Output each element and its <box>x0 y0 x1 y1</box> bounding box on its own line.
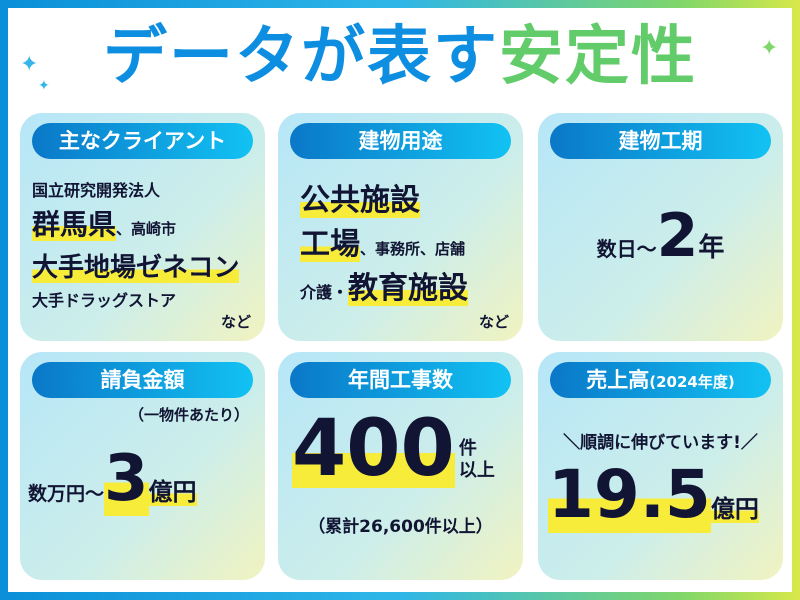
tagline: 順調に伸びています! <box>580 433 741 453</box>
card-contract-amount: 請負金額 （一物件あたり） 数万円〜3億円 <box>20 352 265 580</box>
suffix: など <box>220 313 251 331</box>
card-duration: 建物工期 数日〜2年 <box>538 113 783 341</box>
card-clients: 主なクライアント 国立研究開発法人 群馬県、高崎市 大手地場ゼネコン 大手ドラッ… <box>20 113 265 341</box>
card-header: 主なクライアント <box>32 123 253 159</box>
use-line: 公共施設 <box>300 183 420 218</box>
client-line: 国立研究開発法人 <box>32 181 161 200</box>
card-annual-projects: 年間工事数 400 件以上 （累計26,600件以上） <box>278 352 523 580</box>
prefix: 数日〜 <box>596 237 657 261</box>
unit: 億円 <box>710 495 759 523</box>
value: 400 <box>292 404 455 494</box>
unit: 年 <box>698 233 725 263</box>
value: 2 <box>656 201 699 271</box>
page-title: データが表す安定性 <box>0 14 800 100</box>
unit: 件 <box>458 438 477 459</box>
suffix: など <box>478 313 509 331</box>
sparkle-icon: ✦ <box>38 78 50 94</box>
value: 19.5 <box>548 456 711 533</box>
unit: 以上 <box>458 460 495 481</box>
client-line: 大手地場ゼネコン <box>32 253 240 283</box>
use-line: 、事務所、店舗 <box>360 240 466 258</box>
header-text: 売上高 <box>586 368 650 392</box>
card-header: 請負金額 <box>32 362 253 398</box>
card-header: 建物工期 <box>550 123 771 159</box>
value: 3 <box>104 442 149 516</box>
use-line: 教育施設 <box>348 271 469 306</box>
use-line: 介護・ <box>300 283 349 302</box>
title-part2: が表す <box>301 20 499 94</box>
client-line: 群馬県 <box>32 208 117 241</box>
title-part1: データ <box>103 20 301 94</box>
note: （累計26,600件以上） <box>308 517 493 537</box>
header-sub: (2024年度) <box>649 373 735 391</box>
card-header: 建物用途 <box>290 123 511 159</box>
sparkle-icon: ✦ <box>760 36 779 61</box>
card-building-use: 建物用途 公共施設 工場、事務所、店舗 介護・教育施設 など <box>278 113 523 341</box>
client-line: 、高崎市 <box>116 220 177 238</box>
sparkle-icon: ✦ <box>20 52 39 77</box>
card-header: 年間工事数 <box>290 362 511 398</box>
title-part3: 安定性 <box>499 20 697 94</box>
prefix: 数万円〜 <box>28 483 105 505</box>
unit: 億円 <box>148 478 197 506</box>
use-line: 工場 <box>300 227 360 262</box>
client-line: 大手ドラッグストア <box>32 291 177 310</box>
card-header: 売上高(2024年度) <box>550 362 771 398</box>
note: （一物件あたり） <box>128 406 249 424</box>
card-sales: 売上高(2024年度) ＼順調に伸びています!／ 19.5億円 <box>538 352 783 580</box>
